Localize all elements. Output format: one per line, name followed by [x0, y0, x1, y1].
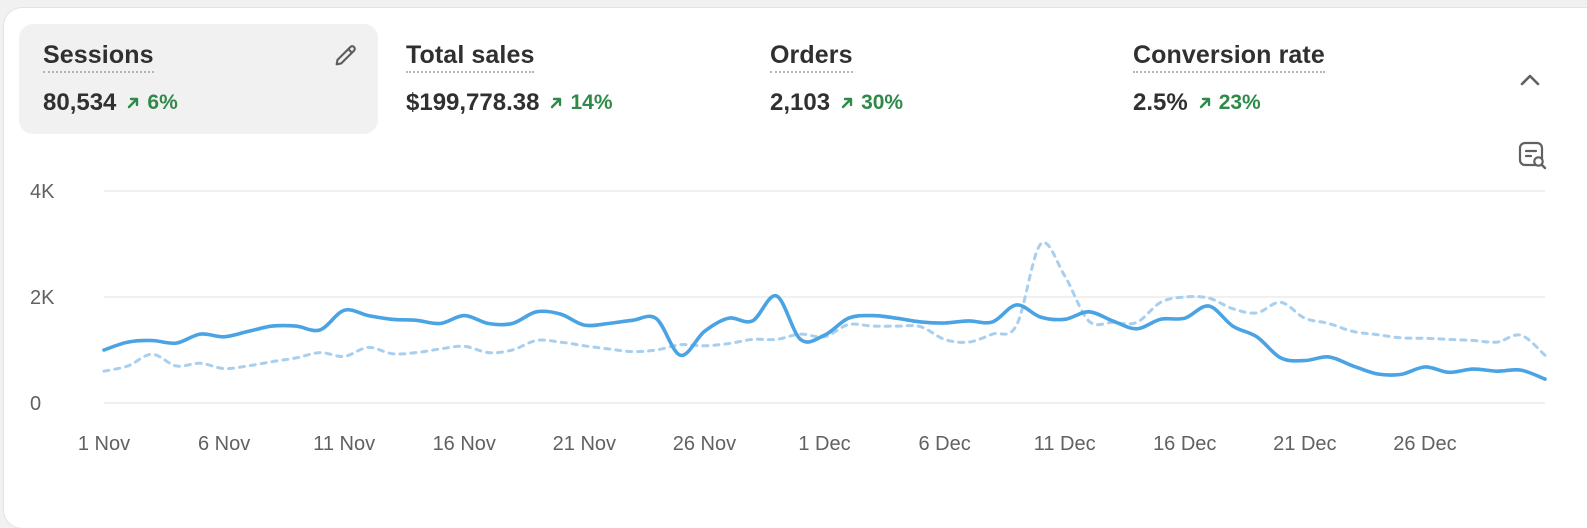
x-tick-label: 16 Nov — [433, 433, 496, 455]
arrow-up-right-icon — [1199, 97, 1210, 109]
x-tick-label: 1 Dec — [798, 433, 850, 455]
x-tick-label: 11 Dec — [1034, 433, 1096, 455]
metric-change-value: 14% — [570, 91, 613, 114]
metric-value: $199,778.38 — [406, 89, 540, 116]
arrow-up-right-icon — [551, 97, 562, 109]
x-axis-ticks: 1 Nov 6 Nov 11 Nov 16 Nov 21 Nov 26 Nov 1 Dec 6… — [78, 433, 1457, 455]
metric-label[interactable]: Conversion rate — [1133, 41, 1325, 73]
pencil-icon[interactable] — [332, 41, 360, 69]
arrow-up-right-icon — [841, 97, 853, 109]
x-tick-label: 6 Nov — [198, 433, 250, 455]
chart-series — [102, 240, 1547, 381]
metric-value: 2,103 — [770, 89, 831, 116]
metric-change: 14% — [549, 91, 613, 115]
metric-tab-sessions[interactable]: Sessions 80,534 6% — [19, 24, 378, 134]
arrow-up-right-icon — [128, 97, 139, 109]
metric-value: 2.5% — [1133, 89, 1188, 116]
metric-label[interactable]: Orders — [770, 41, 853, 73]
chevron-up-icon[interactable] — [1515, 66, 1545, 96]
metric-tabs: Sessions 80,534 6% Total sales $199,778.… — [19, 24, 1519, 134]
current-series-line — [102, 294, 1547, 381]
comparison-series-line — [102, 240, 1547, 373]
x-tick-label: 11 Nov — [313, 433, 375, 455]
metric-change: 6% — [126, 91, 178, 115]
metric-change-value: 23% — [1218, 91, 1261, 114]
explore-data-icon[interactable] — [1516, 139, 1548, 171]
chart-gridlines — [104, 190, 1545, 404]
metric-change-value: 6% — [147, 91, 178, 114]
metric-value: 80,534 — [43, 89, 117, 116]
metric-label[interactable]: Total sales — [406, 41, 535, 73]
metric-change: 30% — [840, 91, 903, 115]
metric-tab-conversion-rate[interactable]: Conversion rate 2.5% 23% — [1109, 24, 1489, 134]
y-tick-label: 0 — [30, 393, 41, 415]
metric-tab-total-sales[interactable]: Total sales $199,778.38 14% — [382, 24, 741, 134]
x-tick-label: 1 Nov — [78, 433, 130, 455]
metric-tab-orders[interactable]: Orders 2,103 30% — [746, 24, 1105, 134]
y-tick-label: 2K — [30, 287, 55, 309]
x-tick-label: 6 Dec — [918, 433, 970, 455]
x-tick-label: 26 Dec — [1393, 433, 1456, 455]
metric-change: 23% — [1198, 91, 1261, 115]
metric-label[interactable]: Sessions — [43, 41, 154, 73]
metric-change-value: 30% — [861, 91, 904, 114]
x-tick-label: 21 Dec — [1273, 433, 1336, 455]
y-axis-ticks: 4K 2K 0 — [30, 181, 55, 415]
x-tick-label: 26 Nov — [673, 433, 736, 455]
x-tick-label: 21 Nov — [553, 433, 616, 455]
x-tick-label: 16 Dec — [1153, 433, 1216, 455]
sessions-line-chart: 4K 2K 0 1 Nov 6 Nov 11 Nov 16 Nov 21 Nov 26 Nov… — [30, 181, 1547, 455]
y-tick-label: 4K — [30, 181, 55, 203]
